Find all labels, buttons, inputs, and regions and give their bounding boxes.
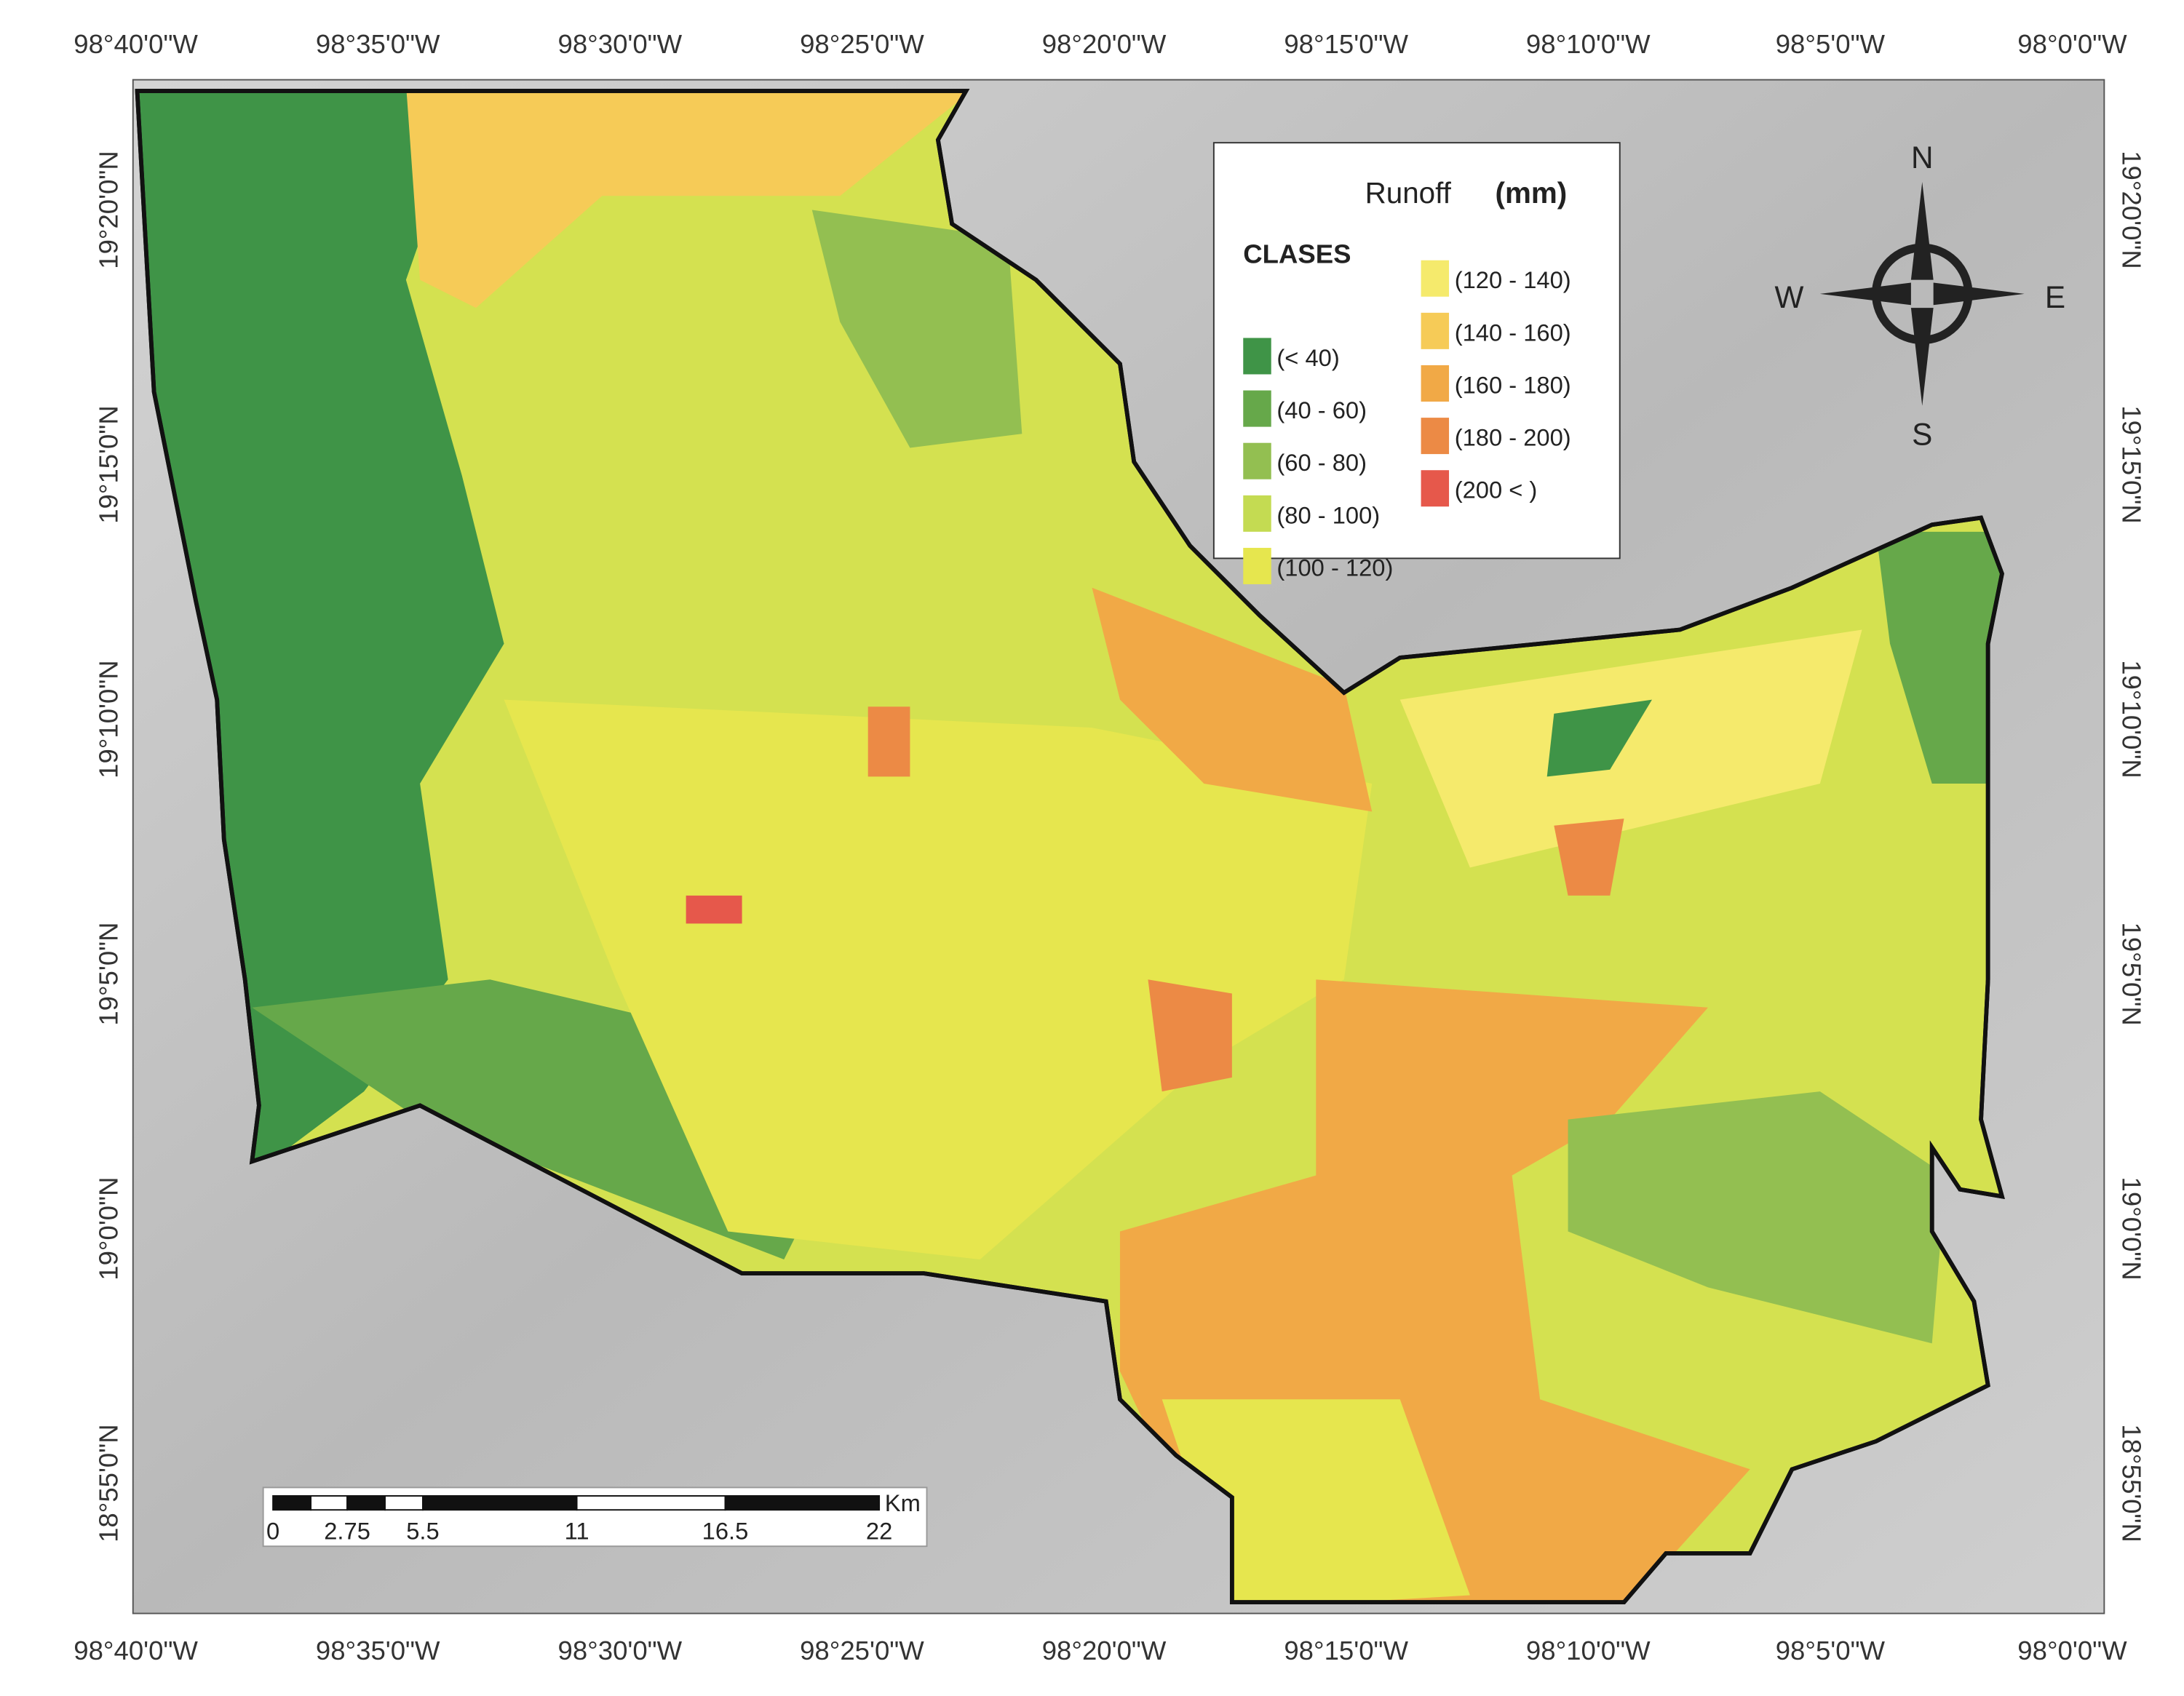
lon-label-bottom: 98°30'0"W — [557, 1636, 682, 1665]
lon-label-bottom: 98°40'0"W — [74, 1636, 198, 1665]
lat-label-right: 18°55'0"N — [2116, 1424, 2146, 1542]
legend-label: (100 - 120) — [1276, 554, 1393, 581]
legend-swatch — [1421, 365, 1450, 402]
legend-swatch — [1243, 547, 1271, 584]
legend-swatch — [1243, 338, 1271, 375]
legend-title: Runoff — [1365, 176, 1452, 210]
scale-segment — [310, 1495, 349, 1511]
legend-label: (60 - 80) — [1276, 449, 1367, 476]
scale-label: 5.5 — [406, 1518, 439, 1545]
compass-letter: N — [1911, 140, 1934, 175]
legend-swatch — [1243, 390, 1271, 427]
legend-swatch — [1243, 495, 1271, 532]
lon-label-top: 98°5'0"W — [1776, 29, 1886, 59]
legend-label: (140 - 160) — [1455, 319, 1571, 346]
lon-label-bottom: 98°20'0"W — [1042, 1636, 1167, 1665]
scale-label: 22 — [866, 1518, 892, 1545]
scale-label: 11 — [565, 1518, 589, 1545]
scale-label: 2.75 — [324, 1518, 370, 1545]
lat-label-right: 19°10'0"N — [2116, 660, 2146, 779]
legend-unit: (mm) — [1496, 176, 1568, 210]
lon-label-top: 98°40'0"W — [74, 29, 198, 59]
lat-label-left: 19°10'0"N — [94, 660, 124, 779]
lon-label-bottom: 98°10'0"W — [1526, 1636, 1651, 1665]
legend-label: (180 - 200) — [1455, 424, 1571, 451]
lat-label-right: 19°0'0"N — [2116, 1177, 2146, 1281]
legend-swatch — [1421, 260, 1450, 297]
legend-label: (80 - 100) — [1276, 501, 1380, 528]
lat-label-right: 19°15'0"N — [2116, 405, 2146, 524]
lon-label-top: 98°30'0"W — [557, 29, 682, 59]
region-border — [135, 89, 2005, 1605]
lon-label-bottom: 98°35'0"W — [316, 1636, 440, 1665]
lon-label-bottom: 98°5'0"W — [1776, 1636, 1886, 1665]
lat-label-left: 18°55'0"N — [94, 1424, 124, 1542]
lon-label-top: 98°0'0"W — [2017, 29, 2127, 59]
legend-swatch — [1243, 442, 1271, 479]
lat-label-left: 19°20'0"N — [94, 151, 124, 269]
legend-box — [1212, 142, 1621, 560]
scale-segment — [576, 1495, 726, 1511]
lon-label-bottom: 98°15'0"W — [1284, 1636, 1408, 1665]
scale-unit: Km — [885, 1489, 921, 1516]
lon-label-top: 98°15'0"W — [1284, 29, 1408, 59]
legend-label: (< 40) — [1276, 344, 1339, 371]
scale-segment — [384, 1495, 424, 1511]
lon-label-top: 98°20'0"W — [1042, 29, 1167, 59]
compass-letter: S — [1912, 418, 1932, 452]
legend-swatch — [1421, 312, 1450, 349]
lat-label-left: 19°5'0"N — [94, 923, 124, 1026]
lat-label-right: 19°5'0"N — [2116, 923, 2146, 1026]
compass-letter: E — [2045, 280, 2065, 314]
lon-label-top: 98°10'0"W — [1526, 29, 1651, 59]
lon-label-top: 98°35'0"W — [316, 29, 440, 59]
compass-letter: W — [1775, 280, 1804, 314]
scale-segment — [724, 1495, 881, 1511]
legend-label: (40 - 60) — [1276, 397, 1367, 423]
legend-label: (200 < ) — [1455, 477, 1538, 503]
scale-label: 16.5 — [702, 1518, 749, 1545]
legend-label: (160 - 180) — [1455, 371, 1571, 398]
scale-label: 0 — [266, 1518, 279, 1545]
lon-label-top: 98°25'0"W — [800, 29, 924, 59]
lat-label-left: 19°15'0"N — [94, 405, 124, 524]
legend-swatch — [1421, 418, 1450, 455]
compass — [1819, 182, 2025, 406]
lon-label-bottom: 98°25'0"W — [800, 1636, 924, 1665]
scale-segment — [346, 1495, 386, 1511]
lat-label-left: 19°0'0"N — [94, 1177, 124, 1281]
lon-label-bottom: 98°0'0"W — [2017, 1636, 2127, 1665]
legend-swatch — [1421, 470, 1450, 507]
legend-label: (120 - 140) — [1455, 266, 1571, 293]
scale-segment — [272, 1495, 312, 1511]
legend-heading: CLASES — [1243, 239, 1351, 269]
lat-label-right: 19°20'0"N — [2116, 151, 2146, 269]
scale-segment — [422, 1495, 578, 1511]
